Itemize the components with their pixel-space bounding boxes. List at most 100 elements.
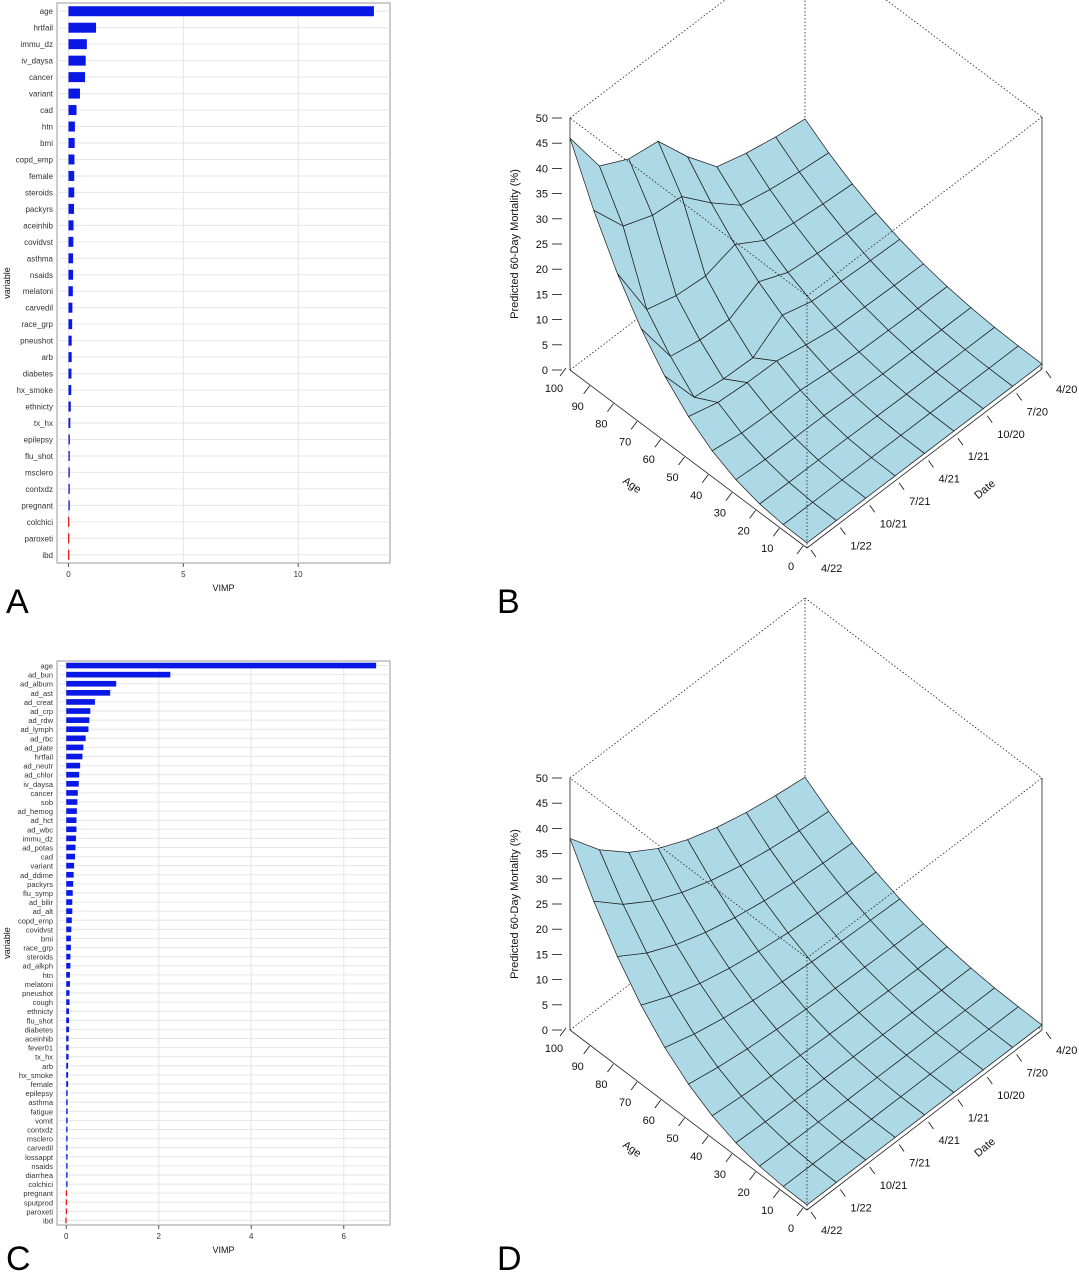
category-label: hx_smoke bbox=[17, 386, 54, 395]
bar bbox=[66, 972, 70, 978]
bar bbox=[66, 835, 76, 842]
category-label: nsaids bbox=[31, 1162, 53, 1171]
bar bbox=[66, 1144, 68, 1151]
bar bbox=[68, 203, 74, 214]
box-edge-front bbox=[806, 368, 1043, 549]
age-tick-label: 20 bbox=[737, 525, 749, 537]
age-tick bbox=[607, 1063, 614, 1073]
category-label: ad_potas bbox=[22, 843, 53, 852]
date-tick bbox=[898, 482, 905, 491]
x-tick-label: 0 bbox=[66, 570, 71, 579]
category-label: covidvst bbox=[26, 925, 54, 934]
x-tick-label: 0 bbox=[64, 1232, 69, 1241]
category-label: fever01 bbox=[28, 1044, 53, 1053]
bar bbox=[66, 1099, 68, 1106]
z-tick-label: 50 bbox=[536, 773, 548, 785]
bar-chart-c: agead_bunad_albumad_astad_creatad_crpad_… bbox=[2, 660, 391, 1255]
category-label: ethnicty bbox=[25, 403, 53, 412]
bar bbox=[68, 434, 70, 445]
category-label: variant bbox=[30, 862, 53, 871]
category-label: hx_smoke bbox=[19, 1071, 53, 1080]
bar bbox=[66, 871, 74, 878]
bar bbox=[66, 1062, 69, 1069]
category-label: tx_hx bbox=[35, 1053, 53, 1062]
category-label: female bbox=[30, 1080, 53, 1089]
age-tick-label: 50 bbox=[666, 1133, 678, 1145]
bar bbox=[66, 735, 86, 742]
z-tick-label: 5 bbox=[542, 340, 548, 352]
category-label: ibd bbox=[43, 1216, 53, 1225]
date-tick bbox=[986, 1076, 993, 1085]
date-axis-title: Date bbox=[972, 478, 998, 502]
bar bbox=[66, 953, 71, 960]
category-label: contxdz bbox=[27, 1125, 53, 1134]
bar bbox=[68, 450, 70, 461]
bar bbox=[66, 790, 78, 796]
bar bbox=[66, 926, 72, 933]
surface-chart-d: 0 5 10 15 20 25 30 35 40 45 50 Predicted 60-Day Mor… bbox=[509, 597, 1077, 1237]
category-label: ethnicty bbox=[27, 1007, 53, 1016]
category-label: ibd bbox=[42, 551, 53, 560]
bar bbox=[66, 935, 71, 942]
bar bbox=[66, 1153, 68, 1160]
category-label: immu_dz bbox=[23, 834, 54, 843]
bar bbox=[66, 1135, 68, 1142]
bar bbox=[66, 1017, 70, 1024]
category-label: cough bbox=[33, 998, 53, 1007]
category-label: cancer bbox=[29, 73, 53, 82]
category-label: pregnant bbox=[21, 501, 53, 510]
category-label: ad_hemog bbox=[18, 807, 53, 816]
category-label: htn bbox=[42, 123, 53, 132]
category-label: carvedil bbox=[27, 1144, 53, 1153]
date-tick bbox=[986, 415, 993, 423]
z-axis-title: Predicted 60-Day Mortality (%) bbox=[509, 829, 521, 979]
age-tick bbox=[583, 385, 591, 395]
bar bbox=[68, 187, 75, 198]
date-tick-label: 4/21 bbox=[939, 1135, 960, 1147]
bar bbox=[68, 105, 77, 116]
age-tick bbox=[559, 1027, 567, 1037]
box-edge-top bbox=[806, 116, 1043, 297]
bar bbox=[66, 662, 377, 669]
bar bbox=[66, 762, 81, 769]
category-label: steroids bbox=[27, 953, 54, 962]
date-tick bbox=[957, 1099, 964, 1107]
bar bbox=[66, 1181, 68, 1187]
z-tick-label: 10 bbox=[536, 315, 548, 327]
age-tick-label: 90 bbox=[572, 401, 584, 413]
category-label: diarrhea bbox=[25, 1171, 53, 1180]
age-tick bbox=[796, 1207, 804, 1217]
category-label: diabetes bbox=[25, 1025, 54, 1034]
bar bbox=[68, 88, 80, 99]
category-label: arb bbox=[41, 353, 53, 362]
category-label: aceinhib bbox=[25, 1035, 53, 1044]
date-tick-label: 4/22 bbox=[821, 1225, 842, 1237]
age-tick-label: 70 bbox=[619, 1097, 631, 1109]
category-label: cad bbox=[41, 853, 53, 862]
box-edge-back bbox=[804, 597, 1043, 779]
bar bbox=[68, 286, 73, 297]
age-tick-label: 100 bbox=[545, 1043, 563, 1055]
date-tick bbox=[898, 1144, 905, 1152]
z-tick-label: 30 bbox=[536, 214, 548, 226]
category-label: diabetes bbox=[23, 370, 53, 379]
age-tick bbox=[749, 1171, 756, 1181]
bar bbox=[66, 1026, 70, 1033]
category-label: variant bbox=[29, 90, 54, 99]
bar bbox=[68, 533, 70, 544]
bar bbox=[66, 917, 72, 924]
date-tick-label: 10/20 bbox=[997, 1090, 1025, 1102]
category-label: pregnant bbox=[23, 1189, 54, 1198]
z-tick-label: 45 bbox=[536, 138, 548, 150]
bar bbox=[68, 121, 75, 132]
category-label: ad_bun bbox=[28, 671, 53, 680]
date-tick bbox=[1045, 1031, 1052, 1040]
date-tick bbox=[928, 1121, 934, 1130]
bar bbox=[66, 981, 70, 987]
category-label: ad_rdw bbox=[28, 716, 53, 725]
box-edge-top bbox=[806, 777, 1043, 959]
box-edge-top bbox=[569, 777, 808, 959]
category-label: ad_album bbox=[20, 680, 53, 689]
category-label: fatigue bbox=[30, 1107, 53, 1116]
